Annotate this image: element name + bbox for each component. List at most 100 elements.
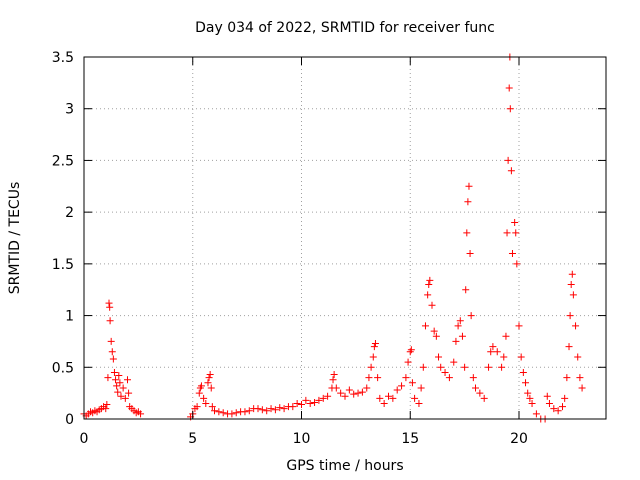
data-point	[498, 363, 506, 371]
data-point	[424, 291, 432, 299]
scatter-points	[80, 53, 586, 423]
data-point	[506, 105, 514, 113]
data-point	[407, 346, 415, 354]
data-point	[289, 403, 297, 411]
data-point	[428, 301, 436, 309]
y-tick-label: 2	[65, 205, 74, 221]
data-point	[371, 339, 379, 347]
data-point	[345, 386, 353, 394]
data-point	[367, 363, 375, 371]
data-point	[215, 408, 223, 416]
data-point	[208, 403, 216, 411]
data-point	[465, 182, 473, 190]
data-point	[425, 281, 433, 289]
data-point	[543, 392, 551, 400]
data-point	[267, 405, 275, 413]
data-point	[106, 317, 114, 325]
data-point	[450, 358, 458, 366]
data-point	[454, 322, 462, 330]
data-point	[374, 374, 382, 382]
data-point	[489, 343, 497, 351]
data-point	[204, 379, 212, 387]
data-point	[502, 332, 510, 340]
data-point	[113, 382, 121, 390]
x-tick-label: 0	[80, 431, 89, 447]
data-point	[114, 388, 122, 396]
data-point	[124, 376, 131, 384]
data-point	[574, 353, 582, 361]
data-point	[503, 229, 511, 237]
y-tick-label: 2.5	[52, 153, 74, 169]
data-point	[102, 405, 110, 413]
data-point	[469, 374, 477, 382]
data-point	[206, 371, 214, 379]
x-axis-label: GPS time / hours	[286, 458, 403, 474]
data-point	[306, 399, 314, 407]
data-point	[332, 384, 340, 392]
data-point	[105, 299, 113, 307]
x-tick-label: 10	[293, 431, 311, 447]
data-point	[350, 390, 358, 398]
y-tick-label: 1	[65, 309, 74, 325]
data-point	[205, 374, 213, 382]
data-point	[258, 406, 266, 414]
data-point	[315, 396, 323, 404]
data-point	[337, 389, 345, 397]
data-point	[232, 409, 240, 417]
data-point	[298, 401, 305, 409]
data-point	[415, 399, 423, 407]
data-point	[567, 281, 575, 289]
data-point	[472, 384, 479, 392]
data-point	[271, 406, 279, 414]
data-point	[464, 198, 472, 206]
data-point	[408, 379, 416, 387]
data-point	[228, 410, 236, 418]
grid-lines	[84, 57, 606, 419]
data-point	[493, 348, 501, 356]
data-point	[517, 353, 525, 361]
data-point	[385, 392, 392, 400]
data-point	[293, 399, 301, 407]
x-tick-label: 15	[401, 431, 419, 447]
data-point	[466, 250, 474, 258]
data-point	[219, 409, 227, 417]
data-point	[500, 353, 508, 361]
data-point	[528, 399, 536, 407]
data-point	[513, 260, 521, 268]
data-point	[550, 405, 558, 413]
data-point	[103, 401, 111, 409]
data-point	[263, 407, 271, 415]
data-point	[302, 396, 310, 404]
data-point	[565, 343, 573, 351]
data-point	[121, 394, 129, 402]
y-tick-label: 3	[65, 102, 74, 118]
data-point	[245, 407, 253, 415]
data-point	[389, 394, 397, 402]
data-point	[462, 286, 470, 294]
data-point	[476, 389, 484, 397]
data-point	[398, 382, 406, 390]
data-point	[200, 394, 208, 402]
data-point	[522, 379, 530, 387]
plot-frame	[83, 56, 607, 420]
y-tick-label: 3.5	[52, 50, 74, 66]
data-point	[532, 410, 540, 418]
data-point	[137, 410, 145, 418]
data-point	[419, 363, 427, 371]
data-point	[109, 355, 117, 363]
data-point	[572, 322, 580, 330]
data-point	[369, 353, 377, 361]
y-tick-label: 0.5	[52, 360, 74, 376]
data-point	[404, 358, 412, 366]
data-point	[568, 270, 576, 278]
data-point	[437, 363, 445, 371]
y-tick-label: 1.5	[52, 257, 74, 273]
data-point	[193, 403, 201, 411]
data-point	[202, 399, 210, 407]
data-point	[280, 405, 288, 413]
data-point	[380, 399, 388, 407]
data-point	[426, 276, 434, 284]
data-point	[195, 389, 203, 397]
data-point	[115, 372, 123, 380]
